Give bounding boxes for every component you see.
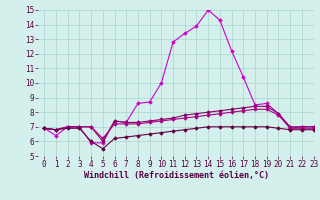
X-axis label: Windchill (Refroidissement éolien,°C): Windchill (Refroidissement éolien,°C) <box>84 171 268 180</box>
